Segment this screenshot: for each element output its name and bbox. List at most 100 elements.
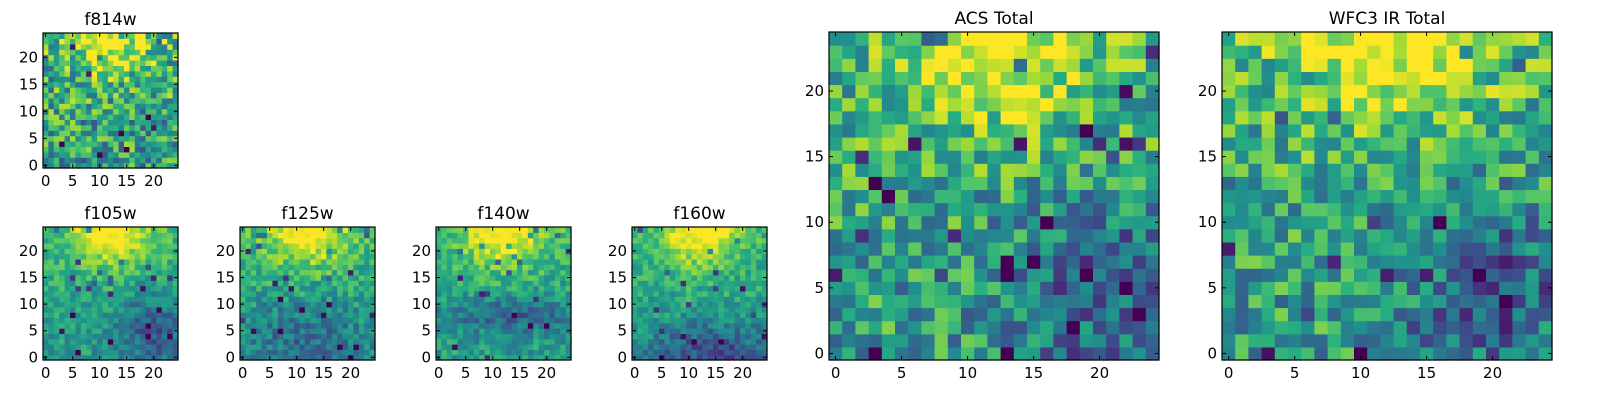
heatmap-cell [1499, 320, 1513, 335]
heatmap-cell [107, 232, 114, 239]
heatmap-cell [729, 258, 736, 265]
heatmap-cell [1380, 32, 1395, 46]
heatmap-cell [565, 296, 572, 303]
heatmap-cell [337, 269, 344, 276]
heatmap-cell [1274, 255, 1289, 269]
heatmap-cell [102, 162, 109, 169]
heatmap-cell [659, 237, 665, 244]
heatmap-cell [696, 333, 703, 340]
heatmap-cell [1145, 71, 1160, 86]
heatmap-cell [1380, 228, 1395, 243]
heatmap-cell [1367, 307, 1381, 322]
heatmap-cell [1327, 176, 1342, 191]
heatmap-cell [256, 264, 263, 271]
heatmap-cell [947, 215, 962, 230]
y-tick-label: 5 [28, 322, 38, 340]
heatmap-cell [1066, 71, 1081, 86]
heatmap-cell [151, 264, 157, 271]
heatmap-cell [250, 285, 257, 292]
heatmap-cell [538, 296, 545, 303]
heatmap-cell [511, 333, 518, 340]
heatmap-cell [637, 232, 644, 239]
heatmap-cell [1367, 150, 1381, 164]
heatmap-cell [1314, 71, 1329, 86]
panel-title: ACS Total [954, 9, 1033, 29]
heatmap-cell [43, 76, 49, 83]
heatmap-cell [527, 269, 534, 276]
heatmap-cell [1079, 97, 1094, 112]
heatmap-cell [1000, 281, 1015, 295]
heatmap-cell [1340, 346, 1355, 361]
heatmap-cell [1420, 189, 1434, 204]
heatmap-cell [59, 108, 66, 115]
heatmap-cell [102, 333, 109, 340]
heatmap-cell [167, 81, 174, 88]
heatmap-cell [855, 97, 870, 112]
heatmap-cell [1393, 97, 1408, 112]
heatmap-cell [59, 317, 66, 324]
heatmap-cell [1222, 307, 1236, 322]
heatmap-cell [1367, 281, 1381, 295]
heatmap-cell [151, 248, 157, 255]
heatmap-cell [947, 281, 962, 295]
heatmap-cell [277, 248, 284, 255]
heatmap-cell [1446, 241, 1461, 256]
heatmap-cell [1472, 123, 1487, 138]
heatmap-cell [245, 301, 252, 308]
heatmap-cell [369, 306, 376, 313]
heatmap-cell [1053, 320, 1068, 335]
heatmap-cell [107, 60, 114, 66]
heatmap-cell [1512, 45, 1527, 59]
heatmap-cell [756, 285, 763, 292]
heatmap-cell [1459, 136, 1474, 151]
heatmap-cell [921, 320, 936, 335]
heatmap-cell [1248, 281, 1263, 295]
heatmap-cell [1446, 215, 1461, 230]
heatmap-cell [921, 202, 936, 217]
heatmap-cell [267, 269, 273, 276]
heatmap-cell [1013, 136, 1028, 151]
heatmap-cell [129, 322, 136, 329]
heatmap-cell [675, 237, 682, 244]
heatmap-cell [1525, 84, 1540, 99]
heatmap-cell [156, 70, 163, 77]
heatmap-cell [364, 301, 371, 308]
heatmap-cell [1093, 163, 1107, 177]
heatmap-cell [1512, 71, 1527, 86]
heatmap-cell [908, 150, 922, 164]
heatmap-cell [364, 317, 371, 324]
heatmap-cell [517, 290, 523, 297]
heatmap-cell [70, 328, 76, 334]
heatmap-cell [664, 242, 671, 249]
heatmap-cell [156, 253, 163, 260]
heatmap-cell [533, 322, 540, 329]
heatmap-cell [1512, 136, 1527, 151]
heatmap-cell [1040, 123, 1054, 138]
heatmap-cell [299, 338, 306, 345]
heatmap-cell [156, 349, 163, 356]
heatmap-cell [48, 33, 55, 39]
heatmap-cell [1393, 110, 1408, 125]
heatmap-cell [156, 157, 163, 164]
heatmap-cell [358, 258, 365, 265]
heatmap-cell [1027, 176, 1041, 191]
heatmap-cell [1235, 346, 1249, 361]
heatmap-cell [75, 242, 82, 249]
heatmap-cell [756, 333, 763, 340]
heatmap-cell [1288, 163, 1302, 177]
heatmap-cell [729, 232, 736, 239]
heatmap-cell [511, 344, 518, 350]
heatmap-cell [554, 232, 561, 239]
heatmap-cell [1406, 294, 1421, 309]
heatmap-cell [80, 274, 87, 281]
heatmap-cell [321, 274, 327, 281]
heatmap-cell [129, 274, 136, 281]
heatmap-cell [261, 312, 268, 319]
heatmap-cell [172, 317, 179, 324]
heatmap-cell [1106, 268, 1120, 282]
heatmap-cell [908, 307, 922, 322]
heatmap-cell [947, 241, 962, 256]
heatmap-cell [686, 349, 692, 356]
heatmap-cell [868, 215, 883, 230]
heatmap-cell [245, 317, 252, 324]
